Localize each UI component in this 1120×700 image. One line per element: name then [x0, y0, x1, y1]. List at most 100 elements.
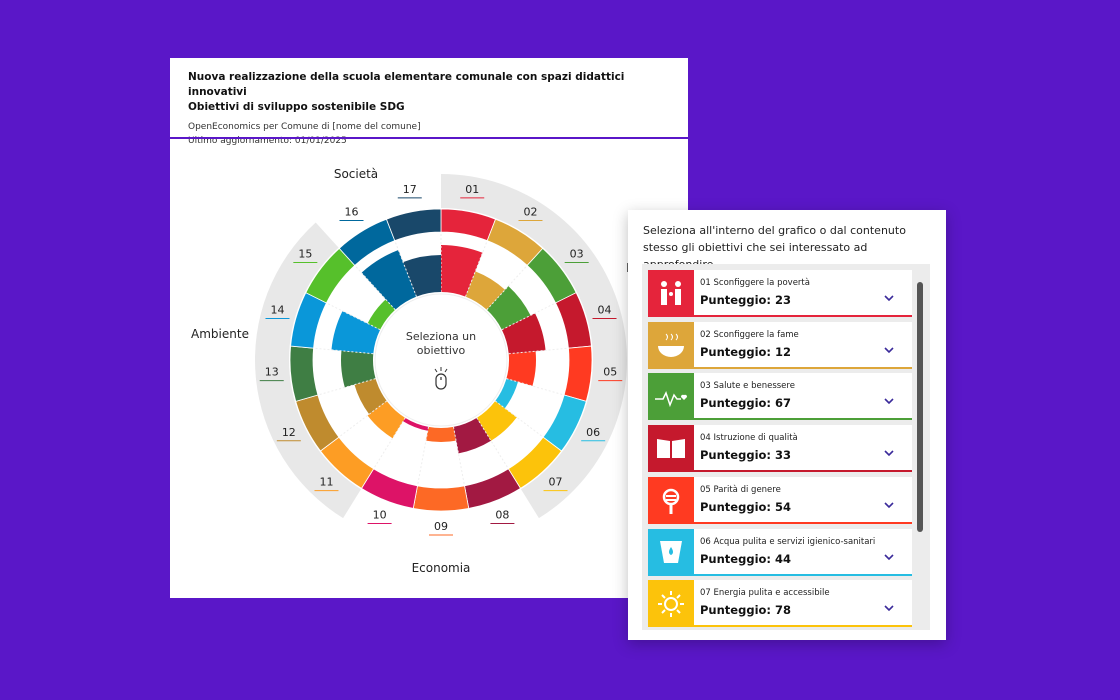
expand-chevron[interactable]	[884, 546, 894, 565]
instructions: Seleziona all'interno del grafico o dal …	[643, 224, 906, 271]
expand-chevron[interactable]	[884, 494, 894, 513]
score-value: 67	[775, 396, 792, 411]
spoke	[501, 303, 555, 331]
goal-number: 10	[373, 509, 387, 522]
wedge	[341, 350, 376, 388]
spoke	[319, 378, 376, 395]
spoke	[465, 242, 487, 297]
goal-underline	[694, 366, 912, 369]
wedge	[441, 245, 483, 297]
goal-icon	[648, 528, 694, 576]
wedge	[367, 299, 396, 330]
goal-code: 04	[700, 433, 711, 444]
score-value: 78	[775, 603, 792, 618]
goal-number: 12	[282, 426, 296, 439]
mouse-icon	[434, 367, 448, 390]
goal-underline	[694, 573, 912, 576]
goal-title: Acqua pulita e servizi igienico-sanitari	[713, 536, 876, 547]
wedge	[425, 426, 457, 442]
spoke	[340, 400, 388, 437]
icon-glyph	[657, 439, 685, 459]
chevron	[884, 605, 894, 612]
score-label: Punteggio:	[700, 603, 772, 618]
expand-chevron[interactable]	[884, 597, 894, 616]
goal-number: 03	[570, 248, 584, 261]
wedge	[476, 400, 517, 441]
goal-underline	[694, 470, 912, 473]
goal-score: Punteggio: 33	[700, 448, 791, 462]
goal-score: Punteggio: 12	[700, 345, 791, 359]
sdg-ring-segment[interactable]	[412, 485, 470, 512]
icon-glyph	[660, 540, 682, 563]
goal-name: 02 Sconfiggere la fame	[700, 330, 799, 340]
goal-item[interactable]: 01 Sconfiggere la povertà Punteggio: 23	[648, 270, 912, 317]
goal-list: 01 Sconfiggere la povertà Punteggio: 23 02…	[642, 264, 930, 630]
goal-title: Istruzione di qualità	[713, 433, 798, 444]
goal-number: 04	[598, 303, 612, 316]
spoke	[417, 426, 429, 484]
goal-underline	[694, 315, 912, 317]
goal-underline	[694, 625, 912, 628]
expand-chevron[interactable]	[884, 339, 894, 358]
score-label: Punteggio:	[700, 551, 772, 566]
goal-name: 04 Istruzione di qualità	[700, 433, 798, 443]
divider	[170, 137, 688, 139]
goal-item[interactable]: 03 Salute e benessere Punteggio: 67	[648, 373, 912, 421]
goal-title: Parità di genere	[713, 484, 781, 495]
spoke	[315, 347, 374, 355]
goal-number: 14	[270, 303, 284, 316]
goal-item[interactable]: 05 Parità di genere Punteggio: 54	[648, 476, 912, 524]
chevron	[884, 553, 894, 560]
wedge	[495, 378, 518, 409]
goal-number: 15	[298, 248, 312, 261]
spoke	[506, 378, 563, 395]
goal-code: 01	[700, 278, 711, 288]
goal-icon	[648, 321, 694, 369]
goal-item[interactable]: 02 Sconfiggere la fame Punteggio: 12	[648, 321, 912, 369]
goal-score: Punteggio: 78	[700, 603, 791, 617]
goal-code: 05	[700, 484, 711, 495]
goal-item[interactable]: 04 Istruzione di qualità Punteggio: 33	[648, 425, 912, 473]
goal-underline	[694, 521, 912, 524]
chevron	[884, 347, 894, 353]
goal-number: 02	[523, 205, 537, 218]
center-label[interactable]: Seleziona un obiettivo	[405, 330, 477, 357]
score-label: Punteggio:	[700, 293, 772, 307]
expand-chevron[interactable]	[884, 287, 894, 306]
spoke	[453, 426, 465, 484]
expand-chevron[interactable]	[884, 390, 894, 409]
goal-icon	[648, 270, 694, 317]
goal-item[interactable]: 06 Acqua pulita e servizi igienico-sanit…	[648, 528, 912, 576]
spoke	[327, 303, 381, 331]
spoke	[486, 266, 527, 311]
goal-score: Punteggio: 67	[700, 396, 791, 410]
expand-chevron[interactable]	[884, 442, 894, 461]
source: OpenEconomics per Comune di [nome del co…	[188, 122, 421, 132]
goal-title: Sconfiggere la povertà	[713, 278, 810, 288]
score-label: Punteggio:	[700, 396, 772, 411]
goal-name: 06 Acqua pulita e servizi igienico-sanit…	[700, 537, 875, 547]
icon-glyph	[661, 281, 681, 305]
goal-icon	[648, 476, 694, 524]
goal-number: 09	[434, 520, 448, 533]
group-label: Ambiente	[191, 327, 249, 341]
icon-glyph	[655, 391, 688, 408]
scrollbar[interactable]	[917, 282, 923, 532]
center-disc	[374, 293, 508, 427]
score-value: 44	[775, 551, 792, 566]
chevron	[884, 450, 894, 457]
score-value: 12	[775, 344, 792, 359]
goal-title: Energia pulita e accessibile	[713, 588, 830, 599]
goal-number: 01	[465, 183, 479, 196]
sdg-ring-segment[interactable]	[385, 208, 442, 242]
spoke	[355, 266, 396, 311]
group-label: Economia	[412, 561, 471, 575]
wedge	[486, 286, 531, 330]
side-panel: Seleziona all'interno del grafico o dal …	[628, 210, 946, 640]
updated: Ultimo aggiornamento: 01/01/2025	[188, 136, 347, 146]
chart: 01 02 03 04 05 06 07 08 09 10 11 12 13 14 15 16 17 Societ…	[191, 167, 674, 575]
icon-glyph	[662, 488, 680, 514]
goal-item[interactable]: 07 Energia pulita e accessibile Punteggio…	[648, 580, 912, 628]
goal-number: 17	[403, 183, 417, 196]
